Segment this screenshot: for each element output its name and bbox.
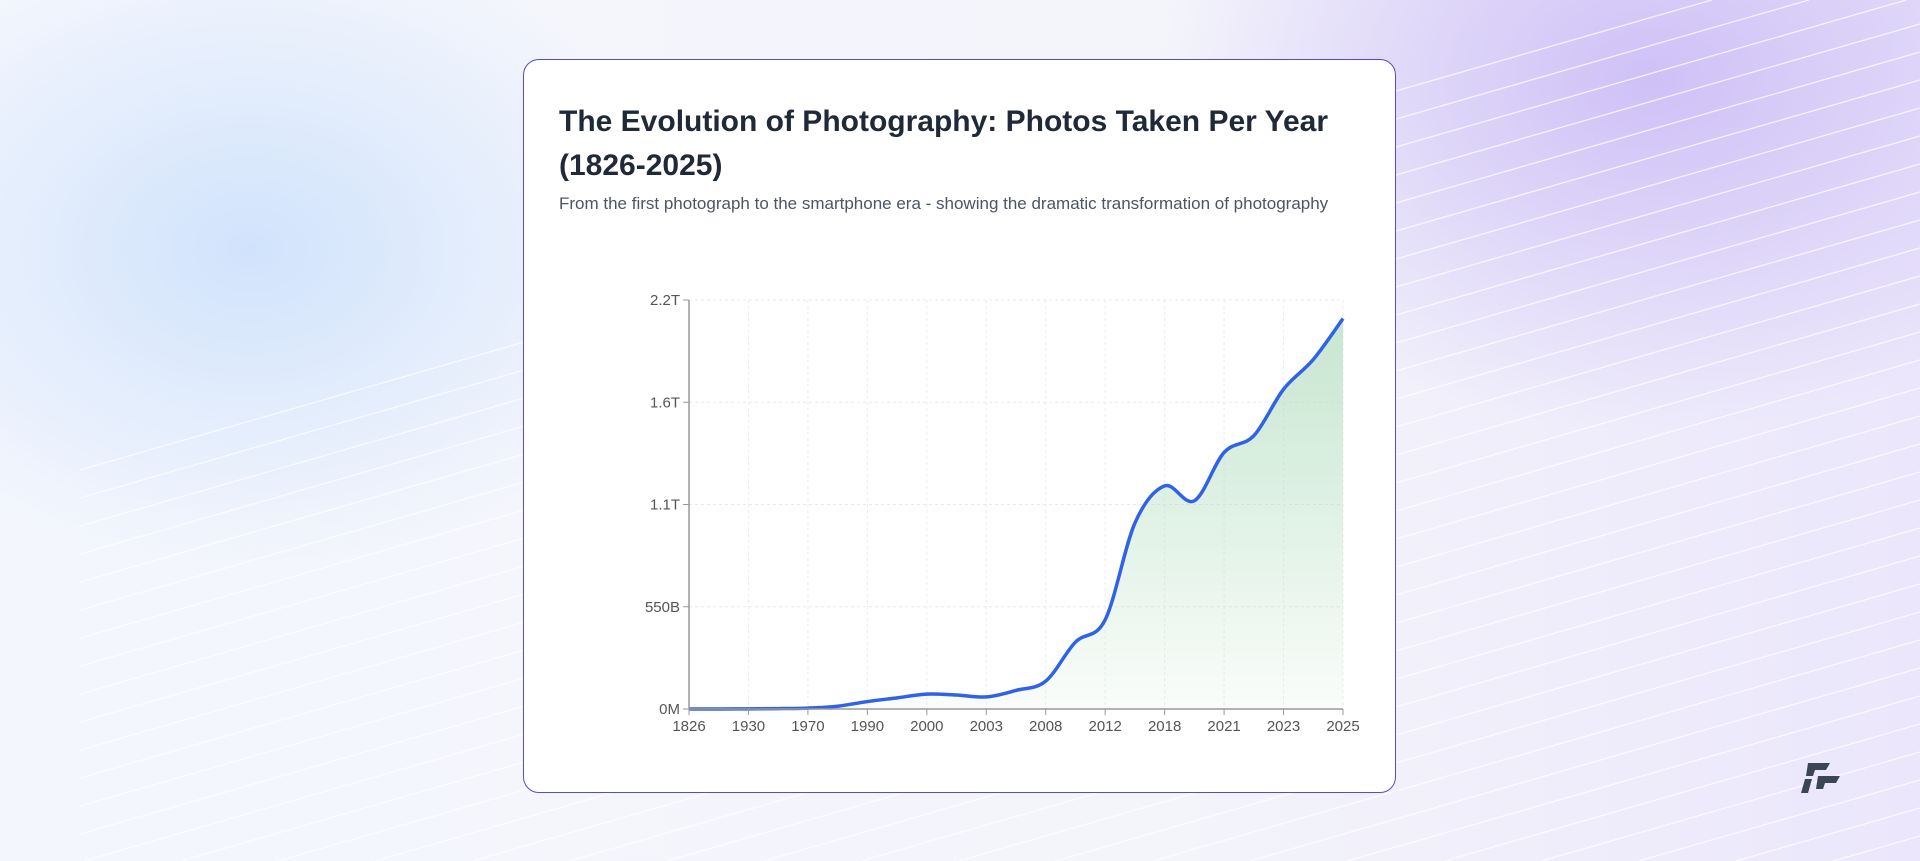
x-tick-label: 2025 (1326, 718, 1359, 735)
chart-title: The Evolution of Photography: Photos Tak… (559, 105, 1328, 182)
x-tick-label: 1990 (851, 718, 884, 735)
x-tick-label: 1826 (672, 718, 705, 735)
x-tick-label: 1970 (791, 718, 824, 735)
y-tick-label: 0M (659, 701, 680, 718)
x-tick-label: 2003 (970, 718, 1003, 735)
background-line (1541, 751, 1920, 861)
background-line (1055, 611, 1920, 861)
y-tick-label: 2.2T (650, 292, 680, 309)
area-fill (689, 318, 1343, 710)
background-line (1444, 723, 1920, 861)
chart-subtitle: From the first photograph to the smartph… (559, 194, 1329, 213)
background-line (1833, 835, 1920, 861)
chart-card: The Evolution of Photography: Photos Tak… (523, 59, 1396, 793)
background-line (958, 583, 1920, 861)
x-tick-label: 2000 (910, 718, 943, 735)
background-line (1249, 667, 1920, 861)
y-tick-label: 1.1T (650, 497, 680, 514)
y-tick-label: 1.6T (650, 394, 680, 411)
y-tick-label: 550B (645, 599, 680, 616)
area-chart: 0M 550B 1.1T 1.6T 2.2T 1826 1930 1970 1990 2000 20… (645, 292, 1360, 735)
x-tick-label: 2023 (1267, 718, 1300, 735)
background-line (1638, 779, 1920, 861)
background-line (1346, 695, 1920, 861)
background-line (1735, 807, 1920, 861)
background-line (1152, 639, 1920, 861)
x-tick-label: 2018 (1148, 718, 1181, 735)
x-tick-label: 2021 (1207, 718, 1240, 735)
brand-logo-icon (1801, 763, 1840, 793)
x-tick-label: 1930 (732, 718, 765, 735)
x-tick-label: 2012 (1088, 718, 1121, 735)
x-tick-label: 2008 (1029, 718, 1062, 735)
